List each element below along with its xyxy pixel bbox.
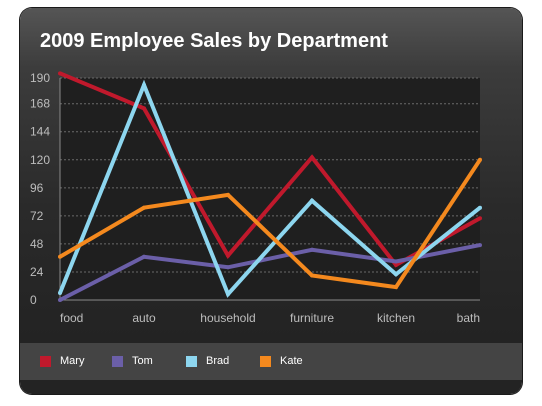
x-tick-label: auto	[132, 311, 156, 325]
x-tick-label: household	[200, 311, 255, 325]
data-point-kate[interactable]	[226, 192, 230, 197]
y-tick-label: 72	[30, 209, 44, 223]
data-point-tom[interactable]	[394, 259, 398, 264]
legend: Mary Tom Brad Kate	[20, 343, 522, 380]
data-point-mary[interactable]	[478, 216, 482, 221]
data-point-brad[interactable]	[310, 198, 314, 203]
y-tick-label: 120	[30, 153, 50, 167]
data-point-tom[interactable]	[310, 247, 314, 252]
y-tick-label: 24	[30, 265, 44, 279]
data-point-mary[interactable]	[58, 71, 62, 76]
data-point-brad[interactable]	[142, 83, 146, 88]
y-tick-label: 48	[30, 237, 44, 251]
data-point-kate[interactable]	[394, 285, 398, 290]
chart-title: 2009 Employee Sales by Department	[40, 30, 388, 52]
data-point-brad[interactable]	[394, 272, 398, 277]
data-point-tom[interactable]	[478, 243, 482, 248]
legend-swatch	[40, 356, 51, 367]
data-point-brad[interactable]	[226, 292, 230, 297]
data-point-kate[interactable]	[310, 273, 314, 278]
y-tick-label: 0	[30, 293, 37, 307]
chart-widget: 2009 Employee Sales by Department 0 24 48 7…	[20, 8, 522, 394]
legend-label: Tom	[132, 355, 153, 367]
legend-swatch	[260, 356, 271, 367]
data-point-mary[interactable]	[226, 253, 230, 258]
x-tick-label: kitchen	[377, 311, 415, 325]
data-point-kate[interactable]	[478, 157, 482, 162]
y-tick-label: 168	[30, 97, 50, 111]
x-tick-label: bath	[457, 311, 480, 325]
data-point-tom[interactable]	[142, 254, 146, 259]
data-point-mary[interactable]	[310, 155, 314, 160]
series-line-tom[interactable]	[59, 243, 481, 302]
y-tick-label: 96	[30, 181, 44, 195]
y-tick-label: 144	[30, 125, 50, 139]
legend-label: Brad	[206, 355, 230, 367]
data-point-tom[interactable]	[226, 265, 230, 270]
x-tick-label: furniture	[290, 311, 334, 325]
y-tick-label: 190	[30, 71, 50, 85]
data-point-brad[interactable]	[478, 205, 482, 210]
data-point-brad[interactable]	[58, 290, 62, 295]
data-point-mary[interactable]	[142, 106, 146, 111]
data-point-tom[interactable]	[58, 298, 62, 302]
series-line-kate[interactable]	[58, 158, 482, 290]
data-point-mary[interactable]	[394, 262, 398, 267]
line-chart: 0 24 48 72 96 120 144 168 190 food auto household fu…	[30, 71, 482, 325]
legend-swatch	[112, 356, 123, 367]
data-point-kate[interactable]	[58, 254, 62, 259]
legend-label: Mary	[60, 355, 85, 367]
legend-swatch	[186, 356, 197, 367]
x-tick-label: food	[60, 311, 83, 325]
data-point-kate[interactable]	[142, 205, 146, 210]
legend-label: Kate	[280, 355, 303, 367]
